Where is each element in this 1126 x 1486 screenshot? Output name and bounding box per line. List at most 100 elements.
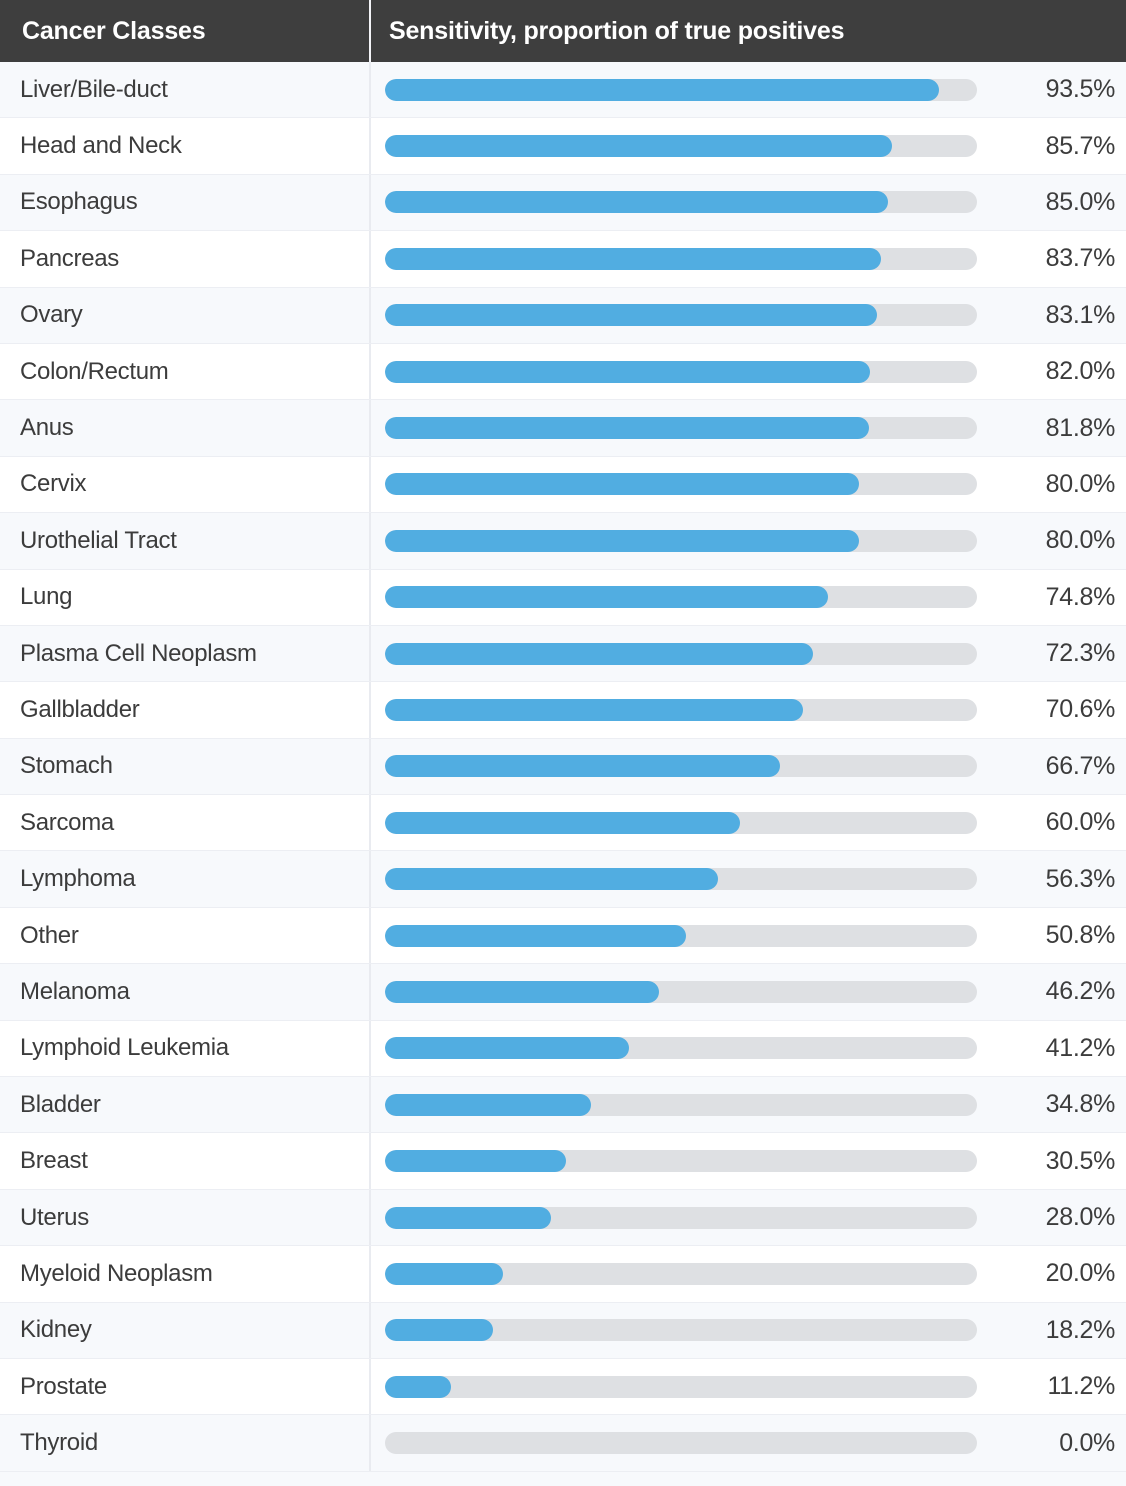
table-row[interactable]: Kidney 18.2% xyxy=(0,1302,1126,1359)
sensitivity-bar-fill xyxy=(385,191,889,214)
table-row[interactable]: Sarcoma 60.0% xyxy=(0,795,1126,852)
sensitivity-bar-track xyxy=(385,247,977,270)
sensitivity-bar-track xyxy=(385,78,977,101)
table-body: Liver/Bile-duct 93.5% Head and Neck 85.7% Es… xyxy=(0,62,1126,1472)
sensitivity-bar-cell xyxy=(371,1415,987,1470)
sensitivity-bar-track xyxy=(385,1150,977,1173)
sensitivity-value: 18.2% xyxy=(1045,1315,1116,1344)
sensitivity-bar-track xyxy=(385,1093,977,1116)
table-row[interactable]: Esophagus 85.0% xyxy=(0,174,1126,232)
sensitivity-value: 83.1% xyxy=(1045,300,1116,329)
sensitivity-bar-cell xyxy=(371,795,987,850)
cancer-class-label: Esophagus xyxy=(0,174,371,231)
column-header-sensitivity: Sensitivity, proportion of true positive… xyxy=(389,17,845,45)
sensitivity-bar-track xyxy=(385,1262,977,1285)
table-row[interactable]: Prostate 11.2% xyxy=(0,1358,1126,1416)
sensitivity-value: 81.8% xyxy=(1045,413,1116,442)
table-row[interactable]: Cervix 80.0% xyxy=(0,456,1126,514)
sensitivity-bar-fill xyxy=(385,529,859,552)
sensitivity-value: 34.8% xyxy=(1045,1090,1116,1119)
sensitivity-bar-track xyxy=(385,304,977,327)
sensitivity-bar-cell xyxy=(371,739,987,794)
sensitivity-bar-cell xyxy=(371,570,987,625)
sensitivity-bar-fill xyxy=(385,698,803,721)
table-row[interactable]: Ovary 83.1% xyxy=(0,287,1126,344)
table-row[interactable]: Gallbladder 70.6% xyxy=(0,682,1126,739)
sensitivity-bar-track xyxy=(385,1206,977,1229)
sensitivity-value: 74.8% xyxy=(1045,582,1116,611)
table-row[interactable]: Colon/Rectum 82.0% xyxy=(0,343,1126,401)
sensitivity-bar-cell xyxy=(371,118,987,173)
sensitivity-bar-track xyxy=(385,868,977,891)
sensitivity-bar-cell xyxy=(371,62,987,117)
sensitivity-bar-cell xyxy=(371,1303,987,1358)
sensitivity-value: 85.7% xyxy=(1045,131,1116,160)
sensitivity-bar-track xyxy=(385,473,977,496)
sensitivity-bar-cell xyxy=(371,175,987,230)
sensitivity-bar-fill xyxy=(385,417,870,440)
table-row[interactable]: Lung 74.8% xyxy=(0,569,1126,626)
sensitivity-bar-cell xyxy=(371,1021,987,1076)
sensitivity-bar-cell xyxy=(371,1077,987,1132)
sensitivity-bar-cell xyxy=(371,626,987,681)
sensitivity-bar-track xyxy=(385,529,977,552)
sensitivity-value: 85.0% xyxy=(1045,187,1116,216)
sensitivity-bar-fill xyxy=(385,1262,504,1285)
table-row[interactable]: Melanoma 46.2% xyxy=(0,964,1126,1021)
cancer-class-label: Cervix xyxy=(0,456,371,513)
cancer-class-label: Bladder xyxy=(0,1077,371,1133)
cancer-class-label: Lymphoma xyxy=(0,851,371,907)
sensitivity-bar-fill xyxy=(385,247,881,270)
table-row[interactable]: Pancreas 83.7% xyxy=(0,231,1126,288)
sensitivity-value: 28.0% xyxy=(1045,1203,1116,1231)
table-row[interactable]: Other 50.8% xyxy=(0,907,1126,965)
sensitivity-bar-fill xyxy=(385,1037,629,1060)
sensitivity-bar-fill xyxy=(385,1375,452,1398)
sensitivity-bar-track xyxy=(385,642,977,665)
table-row[interactable]: Head and Neck 85.7% xyxy=(0,118,1126,175)
sensitivity-bar-fill xyxy=(385,78,939,101)
sensitivity-bar-track xyxy=(385,924,977,947)
column-header-cancer-classes: Cancer Classes xyxy=(0,0,371,62)
cancer-class-label: Uterus xyxy=(0,1189,371,1246)
sensitivity-bar-track xyxy=(385,1375,977,1398)
sensitivity-bar-fill xyxy=(385,980,659,1003)
sensitivity-value: 30.5% xyxy=(1045,1146,1116,1175)
cancer-class-label: Myeloid Neoplasm xyxy=(0,1246,371,1302)
cancer-class-label: Lymphoid Leukemia xyxy=(0,1020,371,1077)
sensitivity-bar-fill xyxy=(385,473,859,496)
sensitivity-bar-track xyxy=(385,755,977,778)
sensitivity-bar-track xyxy=(385,1319,977,1342)
sensitivity-bar-track xyxy=(385,1432,977,1455)
sensitivity-bar-cell xyxy=(371,908,987,963)
sensitivity-bar-track xyxy=(385,811,977,834)
sensitivity-value: 70.6% xyxy=(1045,695,1116,724)
table-row[interactable]: Lymphoma 56.3% xyxy=(0,851,1126,908)
sensitivity-value: 80.0% xyxy=(1045,526,1116,555)
table-row[interactable]: Breast 30.5% xyxy=(0,1133,1126,1190)
table-row[interactable]: Plasma Cell Neoplasm 72.3% xyxy=(0,625,1126,683)
sensitivity-bar-cell xyxy=(371,400,987,455)
sensitivity-bar-fill xyxy=(385,360,871,383)
sensitivity-bar-cell xyxy=(371,851,987,906)
table-row[interactable]: Bladder 34.8% xyxy=(0,1077,1126,1134)
table-row[interactable]: Urothelial Tract 80.0% xyxy=(0,513,1126,570)
sensitivity-bar-track xyxy=(385,191,977,214)
table-row[interactable]: Liver/Bile-duct 93.5% xyxy=(0,62,1126,119)
sensitivity-value: 72.3% xyxy=(1045,639,1116,668)
sensitivity-bar-cell xyxy=(371,1359,987,1414)
sensitivity-bar-fill xyxy=(385,304,877,327)
table-row[interactable]: Stomach 66.7% xyxy=(0,738,1126,796)
sensitivity-bar-fill xyxy=(385,1150,566,1173)
cancer-class-label: Other xyxy=(0,907,371,964)
table-row[interactable]: Anus 81.8% xyxy=(0,400,1126,457)
sensitivity-bar-fill xyxy=(385,586,828,609)
table-row[interactable]: Uterus 28.0% xyxy=(0,1189,1126,1247)
sensitivity-bar-cell xyxy=(371,1246,987,1301)
table-row[interactable]: Thyroid 0.0% xyxy=(0,1415,1126,1472)
table-row[interactable]: Lymphoid Leukemia 41.2% xyxy=(0,1020,1126,1078)
table-row[interactable]: Myeloid Neoplasm 20.0% xyxy=(0,1246,1126,1303)
cancer-class-label: Sarcoma xyxy=(0,795,371,851)
sensitivity-value: 82.0% xyxy=(1045,357,1116,386)
sensitivity-value: 0.0% xyxy=(1059,1428,1115,1457)
